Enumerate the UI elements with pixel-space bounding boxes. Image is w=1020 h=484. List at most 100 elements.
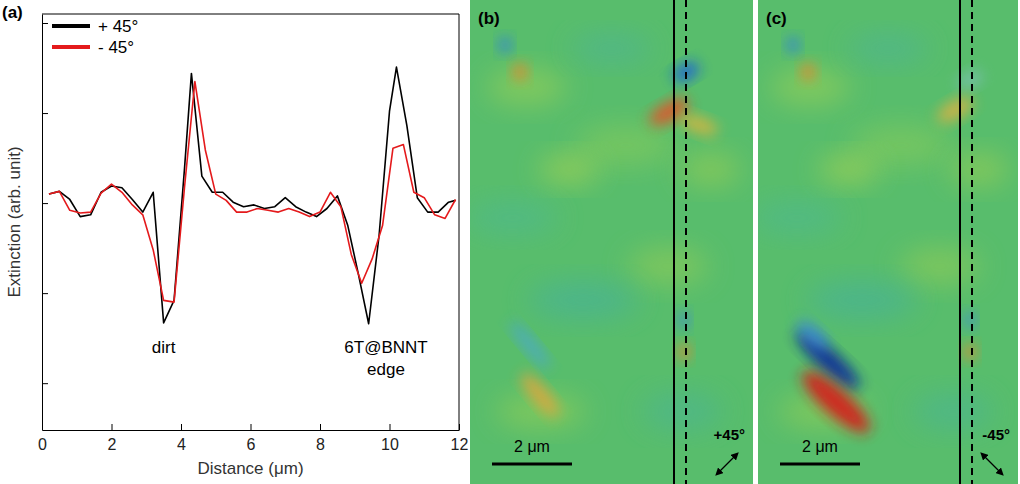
x-axis-title: Distance (μm): [197, 459, 303, 478]
image-panel: (c) 2 μm -45°: [752, 0, 1018, 484]
y-tick-mark: [42, 113, 48, 114]
scale-bar-label: 2 μm: [802, 438, 838, 455]
edge-line: [673, 0, 675, 484]
y-tick: [42, 113, 48, 114]
image-feature: [513, 63, 527, 81]
y-tick-mark: [42, 383, 48, 384]
polarization-label: +45°: [714, 426, 745, 443]
image-texture: [470, 202, 557, 234]
x-tick: 4: [177, 424, 186, 453]
image-feature: [679, 312, 689, 328]
legend-swatch: [52, 45, 90, 49]
image-map: [470, 0, 753, 484]
image-texture: [528, 282, 638, 318]
x-tick: 6: [247, 424, 256, 453]
legend-label: + 45°: [98, 17, 138, 36]
annotation: dirt: [152, 338, 176, 357]
image-texture: [913, 393, 993, 429]
edge-line-dashed: [971, 0, 973, 484]
x-tick-label: 6: [247, 436, 256, 453]
x-tick-mark: [251, 424, 252, 430]
x-tick-mark: [112, 424, 113, 430]
edge-line: [959, 0, 961, 484]
image-texture: [848, 34, 928, 62]
panel-label: (c): [766, 9, 787, 28]
x-tick-label: 12: [451, 436, 469, 453]
y-tick: [42, 383, 48, 384]
image-background: [470, 0, 753, 484]
scale-bar: [780, 463, 860, 466]
image-texture: [949, 153, 1009, 185]
image-feature: [499, 37, 511, 53]
polarization-label: -45°: [982, 426, 1010, 443]
image-map: [758, 0, 1018, 484]
x-tick: 8: [316, 424, 325, 453]
x-tick: 10: [381, 424, 399, 453]
series-line: [49, 82, 456, 303]
image-feature: [933, 92, 977, 128]
image-background: [758, 0, 1018, 484]
image-feature: [787, 37, 799, 53]
scale-bar: [492, 463, 572, 466]
frame-right: [459, 14, 460, 430]
image-texture: [642, 393, 722, 429]
image-feature: [677, 111, 720, 140]
image-texture: [807, 282, 917, 318]
figure: 0 2 4 6 8 10 12 Distance (μm) Extinction (arb. u…: [0, 0, 1020, 484]
x-tick-label: 8: [316, 436, 325, 453]
image-feature: [516, 368, 564, 421]
x-axis: 0 2 4 6 8 10 12: [38, 424, 468, 453]
y-tick-mark: [42, 203, 48, 204]
edge-line-dashed: [685, 0, 687, 484]
x-tick-mark: [320, 424, 321, 430]
y-tick-mark: [42, 293, 48, 294]
image-feature: [965, 312, 975, 328]
panel-label: (b): [478, 9, 500, 28]
frame-top: [42, 14, 459, 15]
image-texture: [628, 248, 708, 284]
y-tick-mark: [42, 23, 48, 24]
series-line: [49, 67, 456, 324]
x-tick-label: 0: [38, 436, 47, 453]
image-panel: (b) 2 μm +45°: [467, 0, 753, 484]
y-tick: [42, 293, 48, 294]
y-tick: [42, 23, 48, 24]
x-tick-mark: [459, 424, 460, 430]
image-feature: [801, 63, 815, 81]
y-axis-line: [42, 15, 43, 431]
image-feature: [954, 66, 986, 94]
x-tick-mark: [390, 424, 391, 430]
image-texture: [572, 34, 652, 62]
x-tick-label: 2: [108, 436, 117, 453]
annotation: 6T@BNNTedge: [344, 338, 427, 379]
scale-bar-label: 2 μm: [514, 438, 550, 455]
panel-label: (a): [2, 3, 23, 22]
image-feature: [964, 344, 976, 360]
panel-a: 0 2 4 6 8 10 12 Distance (μm) Extinction (arb. u…: [2, 3, 469, 478]
x-tick-label: 4: [177, 436, 186, 453]
image-texture: [576, 125, 676, 165]
image-feature: [793, 316, 833, 355]
legend-swatch: [52, 24, 90, 28]
plot-lines: [49, 67, 456, 324]
legend-label: - 45°: [98, 38, 134, 57]
image-texture: [758, 202, 842, 234]
image-texture: [681, 153, 741, 185]
y-axis-title: Extinction (arb. unit): [5, 146, 24, 297]
x-tick-mark: [181, 424, 182, 430]
image-feature: [678, 344, 690, 360]
x-axis-line: [43, 430, 460, 431]
y-tick: [42, 203, 48, 204]
image-feature: [795, 363, 878, 441]
image-feature: [506, 318, 554, 372]
image-texture: [539, 155, 599, 183]
polarization-arrow: [718, 455, 736, 473]
x-tick-label: 10: [381, 436, 399, 453]
x-tick: 12: [451, 424, 469, 453]
polarization-arrow: [983, 455, 1001, 473]
legend: + 45° - 45°: [52, 17, 138, 57]
x-tick: 2: [108, 424, 117, 453]
y-axis: [42, 15, 48, 431]
image-texture: [900, 248, 980, 284]
image-texture: [819, 155, 879, 183]
